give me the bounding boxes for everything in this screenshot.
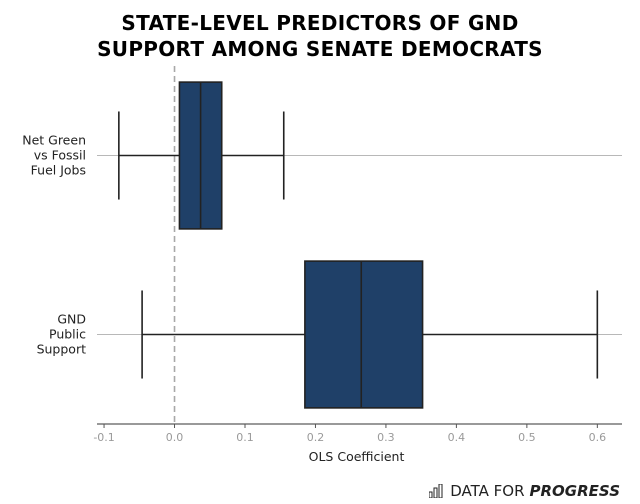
category-label-line: vs Fossil bbox=[34, 148, 86, 163]
brand-text-bold: PROGRESS bbox=[529, 482, 620, 500]
x-tick-label: -0.1 bbox=[93, 431, 114, 444]
chart-title-line-2: SUPPORT AMONG SENATE DEMOCRATS bbox=[97, 37, 543, 61]
x-tick-label: 0.0 bbox=[166, 431, 184, 444]
box-series bbox=[118, 81, 599, 409]
category-label-line: Public bbox=[49, 327, 86, 342]
category-label-line: GND bbox=[57, 312, 86, 327]
category-label-line: Fuel Jobs bbox=[31, 163, 86, 178]
category-label-line: Support bbox=[37, 342, 87, 357]
x-tick-label: 0.4 bbox=[448, 431, 466, 444]
x-tick-label: 0.6 bbox=[589, 431, 607, 444]
chart-title-line-1: STATE-LEVEL PREDICTORS OF GND bbox=[121, 11, 519, 35]
x-axis-title: OLS Coefficient bbox=[309, 449, 405, 464]
chart-title: STATE-LEVEL PREDICTORS OF GND SUPPORT AM… bbox=[0, 10, 640, 62]
x-tick-label: 0.5 bbox=[518, 431, 536, 444]
x-tick-label: 0.2 bbox=[307, 431, 325, 444]
brand-logo: DATA FOR PROGRESS bbox=[429, 482, 620, 500]
x-tick-label: 0.1 bbox=[236, 431, 254, 444]
box-2 bbox=[141, 260, 599, 409]
x-axis: -0.1 0.0 0.1 0.2 0.3 0.4 0.5 0.6 bbox=[93, 423, 622, 444]
category-label-line: Net Green bbox=[22, 133, 86, 148]
bar-chart-icon bbox=[429, 484, 443, 498]
iqr-box bbox=[304, 260, 424, 409]
x-tick-label: 0.3 bbox=[377, 431, 395, 444]
box-1 bbox=[118, 81, 285, 230]
brand-text: DATA FOR bbox=[450, 482, 525, 500]
